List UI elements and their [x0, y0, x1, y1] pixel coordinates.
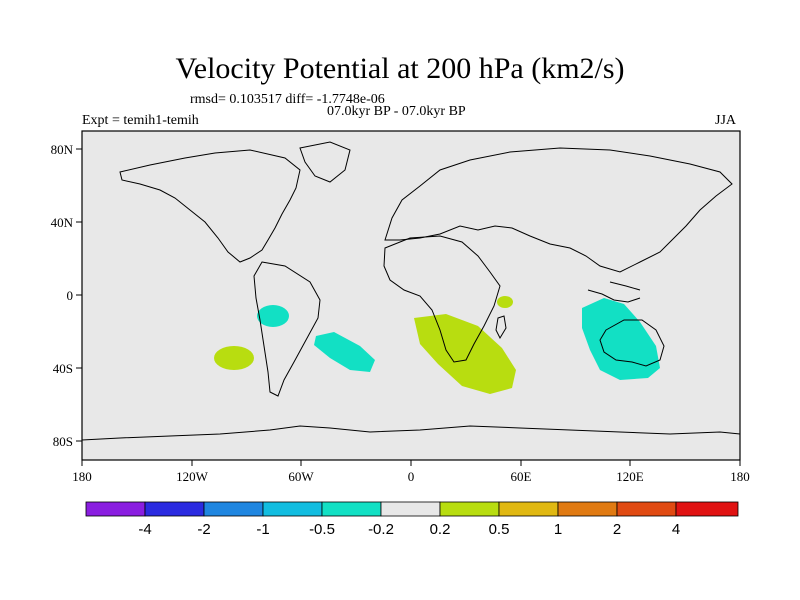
coast-indonesia	[587, 281, 641, 303]
coast-south-america	[253, 261, 321, 397]
anomaly-regions	[214, 296, 660, 394]
coast-antarctica	[81, 425, 741, 441]
lon-tick-label: 120W	[176, 469, 209, 484]
region-south-america-west	[257, 305, 289, 327]
lat-tick-label: 40N	[51, 215, 74, 230]
coast-australia	[599, 319, 665, 367]
coast-madagascar	[495, 315, 507, 340]
colorbar-label: -4	[138, 521, 151, 538]
region-mozambique-channel	[497, 296, 513, 308]
colorbar-label: -0.2	[368, 521, 394, 538]
lon-tick-label: 0	[408, 469, 415, 484]
lon-tick-label: 180	[72, 469, 92, 484]
lon-tick-label: 120E	[616, 469, 644, 484]
lon-tick-label: 180	[730, 469, 750, 484]
coastlines	[81, 141, 741, 441]
colorbar-label: 1	[554, 521, 562, 538]
colorbar-box	[144, 501, 205, 517]
axis-ticks	[76, 148, 741, 466]
colorbar-box	[616, 501, 677, 517]
lat-tick-label: 80S	[53, 434, 73, 449]
colorbar-box	[557, 501, 618, 517]
colorbar-label: 0.5	[489, 521, 510, 538]
coast-africa	[383, 235, 501, 363]
colorbar-box	[439, 501, 500, 517]
colorbar-box	[262, 501, 323, 517]
colorbar-box	[321, 501, 382, 517]
colorbar-label: -0.5	[309, 521, 335, 538]
chart-title: Velocity Potential at 200 hPa (km2/s)	[175, 52, 625, 85]
colorbar-label: -2	[197, 521, 210, 538]
colorbar-label: -1	[256, 521, 269, 538]
season-label: JJA	[715, 113, 737, 128]
colorbar-box	[675, 501, 739, 517]
region-australia-indian-ocean	[582, 298, 660, 380]
lon-tick-label: 60W	[288, 469, 314, 484]
colorbar-label: 4	[672, 521, 680, 538]
stats-label: rmsd= 0.103517 diff= -1.7748e-06	[190, 92, 385, 107]
colorbar	[85, 501, 739, 517]
region-south-atlantic	[314, 332, 375, 372]
region-southern-africa	[414, 314, 516, 394]
colorbar-box	[380, 501, 441, 517]
region-southeast-pacific	[214, 346, 254, 370]
lon-tick-label: 60E	[511, 469, 532, 484]
map-background	[82, 131, 740, 460]
colorbar-box	[498, 501, 559, 517]
colorbar-box	[85, 501, 146, 517]
colorbar-box	[203, 501, 264, 517]
colorbar-label: 2	[613, 521, 621, 538]
period-label: 07.0kyr BP - 07.0kyr BP	[327, 104, 466, 119]
colorbar-label: 0.2	[430, 521, 451, 538]
lat-tick-label: 80N	[51, 142, 74, 157]
lat-tick-label: 40S	[53, 361, 73, 376]
coast-eurasia	[384, 147, 733, 273]
coast-north-america	[119, 149, 301, 263]
lat-tick-label: 0	[67, 288, 74, 303]
coast-greenland	[299, 141, 351, 183]
experiment-label: Expt = temih1-temih	[82, 113, 199, 128]
